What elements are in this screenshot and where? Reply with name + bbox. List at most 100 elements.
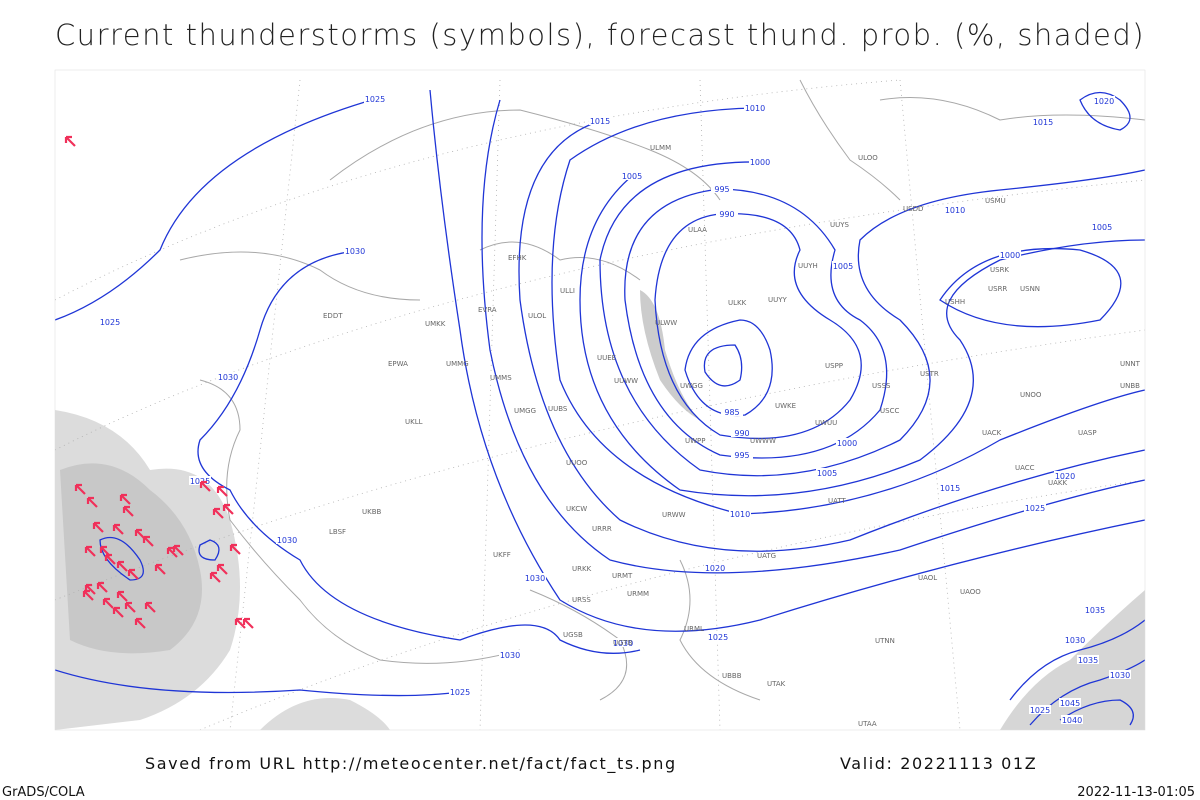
isobar-label: 1030: [1065, 636, 1085, 645]
station-code: UKLL: [405, 418, 423, 426]
graticule: [55, 79, 1145, 730]
isobar-label: 1040: [1062, 716, 1082, 725]
station-code: URRR: [592, 525, 612, 533]
label-bg: [1084, 605, 1106, 614]
station-code: EFHK: [508, 254, 527, 262]
isobar-label: 1025: [365, 95, 385, 104]
storm-symbol: [172, 544, 184, 556]
map-labels: 1025 1015 1010 1000 1005 995 990 1005 1005 1000 10…: [99, 94, 1141, 728]
station-code: UUYS: [830, 221, 850, 229]
label-bg: [1077, 655, 1099, 664]
isobar-label: 1015: [1033, 118, 1053, 127]
station-code: UBBB: [722, 672, 742, 680]
label-bg: [832, 261, 854, 270]
isobar-label: 1005: [817, 469, 837, 478]
isobar-label: 1015: [590, 117, 610, 126]
label-bg: [276, 535, 298, 544]
isobar-label: 990: [734, 429, 749, 438]
isobar-label: 1005: [622, 172, 642, 181]
station-code: URWW: [662, 511, 686, 519]
station-code: UMMS: [490, 374, 512, 382]
storm-symbol: [82, 589, 94, 601]
station-code: LBSF: [329, 528, 346, 536]
storm-symbol: [199, 480, 211, 492]
map-frame: [54, 69, 1146, 731]
isobar-label: 1005: [833, 262, 853, 271]
storm-symbol: [74, 483, 86, 495]
label-bg: [731, 450, 753, 459]
station-code: EVRA: [478, 306, 497, 314]
timestamp: 2022-11-13-01:05: [1077, 785, 1195, 800]
isobar-label: 1030: [345, 247, 365, 256]
station-code: UWKE: [775, 402, 796, 410]
station-code: UUYY: [768, 296, 788, 304]
probability-shade: [1000, 590, 1145, 730]
station-code: UNNT: [1120, 360, 1141, 368]
storm-symbol: [92, 521, 104, 533]
station-code: UGTB: [613, 639, 633, 647]
station-code: UUEE: [597, 354, 616, 362]
station-code: USDD: [903, 205, 923, 213]
isobar-label: 1030: [500, 651, 520, 660]
storm-symbol: [112, 523, 124, 535]
label-bg: [217, 372, 239, 381]
label-bg: [1091, 222, 1113, 231]
isobar-label: 1015: [940, 484, 960, 493]
station-code: USPP: [825, 362, 843, 370]
storm-symbol: [64, 135, 76, 147]
label-bg: [524, 573, 546, 582]
isobar-label: 995: [714, 185, 729, 194]
isobar-label: 995: [734, 451, 749, 460]
station-code: ULMM: [650, 144, 671, 152]
label-bg: [704, 563, 726, 572]
storm-symbol: [234, 617, 246, 629]
storm-symbol: [216, 563, 228, 575]
station-code: ULOL: [528, 312, 546, 320]
label-bg: [344, 246, 366, 255]
station-code: USHH: [945, 298, 965, 306]
isobar-label: 1025: [708, 633, 728, 642]
station-code: UAOO: [960, 588, 981, 596]
station-code: UAOL: [918, 574, 937, 582]
isobar-label: 1000: [750, 158, 770, 167]
isobar-label: 1010: [730, 510, 750, 519]
station-code: EDDT: [323, 312, 343, 320]
isobar-label: 1020: [1055, 472, 1075, 481]
storm-symbol: [119, 493, 131, 505]
station-code: UWUU: [815, 419, 837, 427]
storm-symbol: [104, 553, 116, 565]
storm-symbol: [216, 485, 228, 497]
credit: GrADS/COLA: [2, 785, 85, 800]
station-code: UTAK: [767, 680, 786, 688]
label-bg: [612, 638, 634, 647]
storm-symbol: [96, 581, 108, 593]
storm-symbol: [134, 617, 146, 629]
source-url: Saved from URL http://meteocenter.net/fa…: [145, 754, 677, 774]
isobar-label: 1030: [277, 536, 297, 545]
storm-symbol: [127, 568, 139, 580]
label-bg: [1024, 503, 1046, 512]
storm-symbol: [144, 601, 156, 613]
label-bg: [707, 632, 729, 641]
station-code: UACC: [1015, 464, 1035, 472]
label-bg: [99, 317, 121, 326]
storm-symbol: [116, 590, 128, 602]
label-bg: [711, 184, 733, 193]
isobar-label: 1000: [837, 439, 857, 448]
storm-symbol: [122, 505, 134, 517]
label-bg: [836, 438, 858, 447]
station-code: ULWW: [655, 319, 677, 327]
station-code: USNN: [1020, 285, 1040, 293]
label-bg: [1064, 635, 1086, 644]
storm-symbol: [124, 601, 136, 613]
storm-symbol: [142, 535, 154, 547]
isobar-label: 1020: [1094, 97, 1114, 106]
station-code: UWPP: [685, 437, 706, 445]
station-code: ULKK: [728, 299, 747, 307]
station-code: UWWW: [750, 437, 776, 445]
label-bg: [1054, 471, 1076, 480]
station-code: URML: [684, 625, 704, 633]
storm-symbol: [86, 496, 98, 508]
station-code: URKK: [572, 565, 592, 573]
